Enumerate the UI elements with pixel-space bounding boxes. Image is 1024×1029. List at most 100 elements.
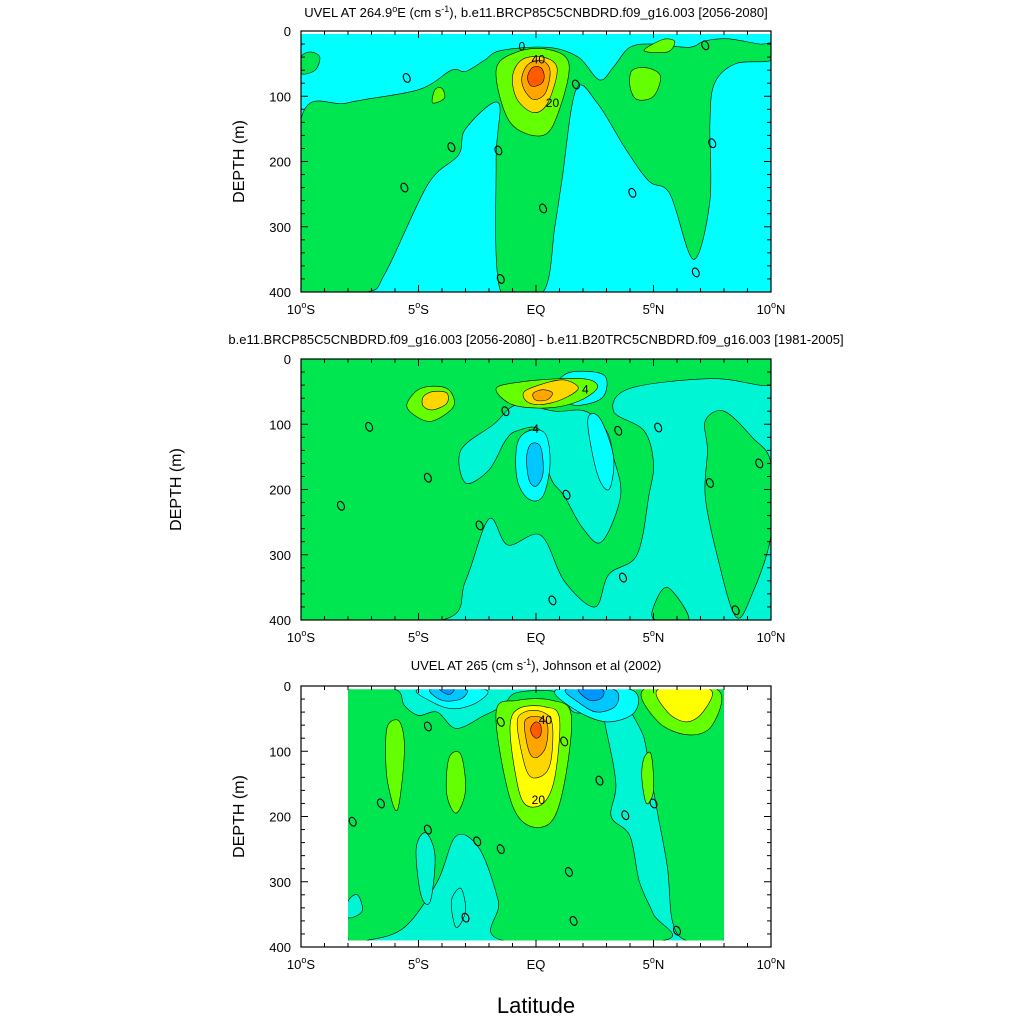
zero-contour-label (569, 915, 578, 926)
zero-contour-label (475, 520, 484, 531)
zero-contour-label (705, 478, 714, 488)
contour-region (527, 66, 545, 87)
zero-contour-label (336, 500, 345, 511)
zero-contour-label (731, 605, 740, 616)
zero-contour-label (595, 775, 604, 786)
contour-value-label: 4 (582, 383, 589, 397)
zero-contour-label (461, 912, 470, 923)
zero-contour-label (365, 421, 374, 432)
zero-contour-label (691, 267, 700, 278)
axis-ticks (300, 685, 772, 948)
contour-region (532, 389, 553, 402)
zero-contour-label (423, 472, 432, 483)
y-tick-label: 400 (269, 940, 291, 955)
y-tick-label: 200 (269, 810, 291, 825)
zero-contour-label (539, 203, 548, 214)
zero-contour-label (560, 736, 569, 747)
contour-region (415, 832, 436, 905)
contour-region (643, 38, 676, 53)
contour-region (431, 87, 446, 104)
panel-title: UVEL AT 265 (cm s-1), Johnson et al (200… (411, 657, 662, 673)
contour-region (587, 413, 615, 491)
x-tick-label: 10oS (287, 955, 315, 972)
x-tick-label: EQ (527, 957, 546, 972)
zero-contour-label (376, 798, 385, 809)
contour-region (458, 404, 622, 544)
y-axis-label: DEPTH (m) (231, 120, 248, 203)
zero-contour-label (621, 810, 630, 821)
contour-region (526, 442, 544, 487)
zero-contour-label (649, 798, 658, 809)
contour-value-label: 20 (532, 793, 546, 807)
contour-value-label: 0 (519, 40, 526, 54)
x-tick-label: EQ (527, 302, 546, 317)
zero-contour-label (501, 406, 510, 417)
contour-region (445, 751, 466, 814)
panel-title: UVEL AT 264.9oE (cm s-1), b.e11.BRCP85C5… (304, 4, 767, 20)
x-tick-label: 5oS (408, 955, 429, 972)
zero-contour-label (496, 716, 505, 727)
y-tick-label: 200 (269, 155, 291, 170)
contour-region (301, 51, 321, 75)
contour-fill-area: 0 40 20 (301, 31, 771, 292)
y-tick-label: 300 (269, 875, 291, 890)
zero-contour-label (614, 425, 623, 436)
zero-contour-label (447, 142, 456, 153)
contour-fill-area: 4 -4 (301, 359, 771, 620)
y-tick-label: 300 (269, 220, 291, 235)
contour-region (629, 67, 661, 101)
contour-region (704, 410, 771, 619)
y-tick-label: 100 (269, 89, 291, 104)
y-tick-label: 0 (284, 679, 291, 694)
figure-x-axis-label: Latitude (497, 993, 575, 1018)
panel-title: b.e11.BRCP85C5CNBDRD.f09_g16.003 [2056-2… (228, 332, 843, 347)
y-tick-label: 300 (269, 548, 291, 563)
x-tick-label: 5oN (643, 300, 665, 317)
contour-region (385, 719, 405, 812)
y-tick-label: 0 (284, 352, 291, 367)
axis-ticks (300, 358, 772, 621)
zero-contour-label (473, 836, 482, 847)
x-tick-label: 5oN (643, 628, 665, 645)
y-axis-label: DEPTH (m) (168, 448, 185, 531)
zero-contour-label (423, 824, 432, 835)
x-tick-label: 10oN (757, 300, 786, 317)
zero-contour-label (628, 187, 637, 198)
contour-fill-area: 40 20 (301, 686, 771, 947)
y-tick-label: 0 (284, 24, 291, 39)
x-tick-label: 10oS (287, 300, 315, 317)
y-tick-label: 100 (269, 744, 291, 759)
contour-value-label: 40 (532, 53, 546, 67)
zero-contour-label (400, 182, 409, 193)
zero-contour-label (496, 844, 505, 855)
x-tick-label: 10oS (287, 628, 315, 645)
y-tick-label: 100 (269, 417, 291, 432)
contour-value-label: 20 (546, 96, 560, 110)
y-axis-label: DEPTH (m) (231, 775, 248, 858)
zero-contour-label (348, 816, 357, 827)
zero-contour-label (701, 40, 710, 51)
x-tick-label: 10oN (757, 955, 786, 972)
x-tick-label: 5oS (408, 628, 429, 645)
contour-region (301, 38, 771, 292)
zero-contour-label (496, 274, 505, 284)
contour-region (530, 721, 542, 739)
zero-contour-label (564, 867, 573, 877)
zero-contour-label (708, 138, 717, 149)
zero-contour-label (562, 489, 571, 500)
zero-contour-label (672, 925, 682, 936)
contour-value-label: -4 (528, 422, 539, 436)
contour-value-label: 40 (539, 713, 553, 727)
zero-contour-label (618, 572, 627, 583)
x-tick-label: EQ (527, 630, 546, 645)
axis-ticks (300, 30, 772, 293)
x-tick-label: 5oN (643, 955, 665, 972)
y-tick-label: 400 (269, 285, 291, 300)
zero-contour-label (755, 458, 764, 469)
y-tick-label: 400 (269, 613, 291, 628)
